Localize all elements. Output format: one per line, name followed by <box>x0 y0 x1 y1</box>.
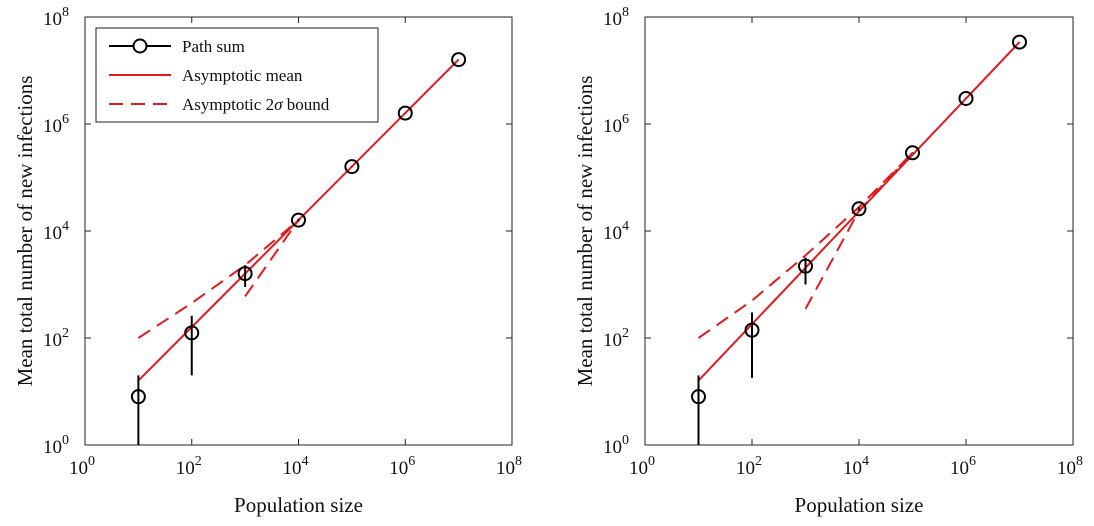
path-sum-point <box>798 258 813 274</box>
x-tick-label: 100 <box>629 454 655 479</box>
y-tick-label: 102 <box>603 326 629 351</box>
asymptotic-bound-upper-line <box>137 219 300 339</box>
x-tick-label: 102 <box>176 454 202 479</box>
x-tick-base: 10 <box>69 458 88 479</box>
x-tick-label: 106 <box>950 454 976 479</box>
y-tick-base: 10 <box>603 330 622 351</box>
y-tick-label: 108 <box>43 5 69 30</box>
y-tick-exponent: 4 <box>62 219 69 234</box>
path-sum-point <box>1012 34 1027 50</box>
y-tick-base: 10 <box>43 330 62 351</box>
y-tick-base: 10 <box>603 223 622 244</box>
y-tick-label: 108 <box>603 5 629 30</box>
chart-panel-2: 100100102102104104106106108108Population… <box>573 5 1083 517</box>
x-tick-label: 108 <box>1057 454 1083 479</box>
y-tick-exponent: 4 <box>622 219 629 234</box>
path-sum-point <box>397 105 413 121</box>
x-tick-label: 100 <box>69 454 95 479</box>
path-sum-point <box>691 389 706 405</box>
y-tick-exponent: 0 <box>62 433 69 448</box>
legend-path-sum-marker <box>132 38 148 54</box>
x-tick-label: 106 <box>389 454 415 479</box>
x-tick-label: 108 <box>496 454 522 479</box>
legend-label-prefix: Asymptotic 2 <box>182 95 274 114</box>
y-tick-exponent: 8 <box>622 5 629 20</box>
x-tick-exponent: 2 <box>755 454 762 469</box>
y-tick-label: 104 <box>603 219 629 244</box>
y-tick-label: 100 <box>603 433 629 458</box>
y-tick-base: 10 <box>603 116 622 137</box>
legend-label: Path sum <box>182 37 245 56</box>
legend-label: Asymptotic 2σ bound <box>182 95 330 114</box>
x-tick-base: 10 <box>736 458 755 479</box>
y-tick-base: 10 <box>43 223 62 244</box>
x-tick-base: 10 <box>176 458 195 479</box>
y-axis-label: Mean total number of new infections <box>573 76 597 387</box>
path-sum-point <box>130 389 146 405</box>
path-sum-point <box>905 145 920 161</box>
x-tick-label: 102 <box>736 454 762 479</box>
y-tick-base: 10 <box>43 9 62 30</box>
x-tick-base: 10 <box>496 458 515 479</box>
x-tick-base: 10 <box>629 458 648 479</box>
x-tick-exponent: 0 <box>88 454 95 469</box>
y-tick-exponent: 2 <box>62 326 69 341</box>
legend-label-suffix: bound <box>282 95 329 114</box>
x-tick-exponent: 8 <box>515 454 522 469</box>
plot-frame <box>644 16 1074 446</box>
y-tick-label: 104 <box>43 219 69 244</box>
legend-label-symbol: σ <box>274 95 283 114</box>
asymptotic-bound-lower-line <box>804 152 914 310</box>
asymptotic-bound-upper-line <box>697 152 914 339</box>
chart-panel-1: 100100102102104104106106108108Population… <box>13 5 522 517</box>
x-tick-exponent: 6 <box>969 454 976 469</box>
asymptotic-bound-lower-line <box>244 219 300 297</box>
y-tick-label: 100 <box>43 433 69 458</box>
y-tick-exponent: 6 <box>62 112 69 127</box>
y-tick-base: 10 <box>43 437 62 458</box>
path-sum-point <box>851 201 867 217</box>
x-tick-base: 10 <box>843 458 862 479</box>
path-sum-point <box>958 90 974 106</box>
path-sum-point <box>184 325 200 341</box>
x-tick-label: 104 <box>283 454 309 479</box>
path-sum-point <box>344 159 360 175</box>
y-tick-exponent: 2 <box>622 326 629 341</box>
x-tick-label: 104 <box>843 454 869 479</box>
plot-area <box>691 34 1027 445</box>
x-tick-base: 10 <box>950 458 969 479</box>
y-tick-exponent: 8 <box>62 5 69 20</box>
asymptotic-mean-line <box>697 41 1021 382</box>
path-sum-point <box>744 322 760 338</box>
y-tick-label: 106 <box>43 112 69 137</box>
x-tick-exponent: 8 <box>1076 454 1083 469</box>
x-axis-label: Population size <box>795 493 924 517</box>
x-tick-base: 10 <box>1057 458 1076 479</box>
path-sum-point <box>237 266 253 282</box>
legend-label: Asymptotic mean <box>182 66 303 85</box>
x-tick-exponent: 2 <box>195 454 202 469</box>
y-tick-label: 106 <box>603 112 629 137</box>
x-tick-base: 10 <box>283 458 302 479</box>
x-tick-base: 10 <box>389 458 408 479</box>
x-tick-exponent: 4 <box>862 454 869 469</box>
path-sum-point <box>291 212 306 228</box>
x-tick-exponent: 4 <box>302 454 309 469</box>
y-tick-exponent: 6 <box>622 112 629 127</box>
path-sum-point <box>451 52 467 68</box>
plot-area <box>130 52 467 445</box>
legend: Path sum Asymptotic mean Asymptotic 2σ bou… <box>95 27 379 123</box>
x-tick-exponent: 6 <box>408 454 415 469</box>
y-tick-exponent: 0 <box>622 433 629 448</box>
x-tick-exponent: 0 <box>648 454 655 469</box>
y-axis-label: Mean total number of new infections <box>13 76 37 387</box>
y-tick-base: 10 <box>603 437 622 458</box>
y-tick-base: 10 <box>43 116 62 137</box>
x-axis-label: Population size <box>234 493 363 517</box>
y-tick-label: 102 <box>43 326 69 351</box>
y-tick-base: 10 <box>603 9 622 30</box>
